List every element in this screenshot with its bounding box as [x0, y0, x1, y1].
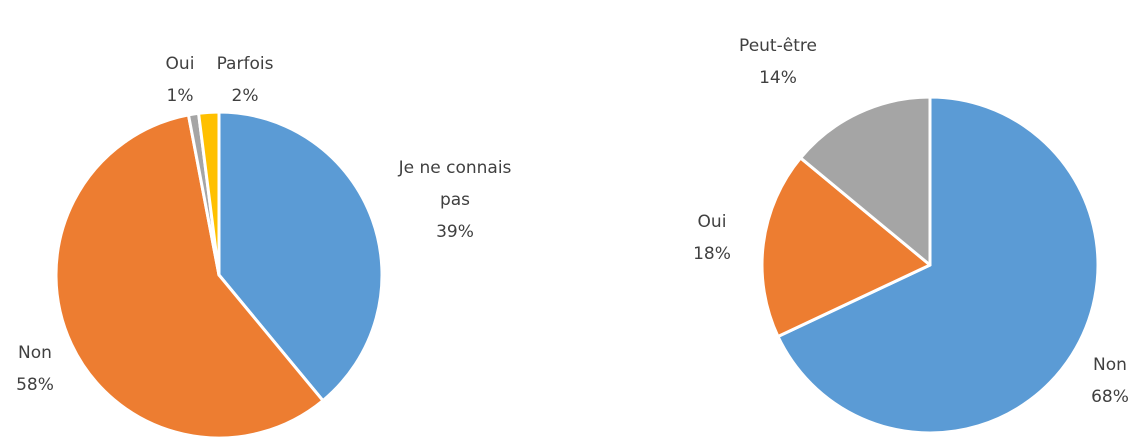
data-label: Non 58% — [16, 337, 54, 401]
pie-slice — [799, 95, 932, 267]
data-label: Oui 1% — [166, 48, 195, 112]
data-label: Peut-être 14% — [739, 30, 817, 94]
value-label: 14% — [759, 68, 797, 88]
data-label: Je ne connais pas 39% — [385, 152, 525, 248]
category-label: Peut-être — [739, 36, 817, 56]
category-label: Non — [18, 343, 52, 363]
category-label: Je ne connais pas — [398, 158, 512, 210]
data-label: Non 68% — [1091, 349, 1129, 413]
value-label: 39% — [436, 222, 474, 242]
pie-slice — [776, 95, 1100, 435]
pie-slice — [54, 113, 325, 439]
value-label: 2% — [231, 86, 259, 106]
value-label: 58% — [16, 375, 54, 395]
value-label: 1% — [166, 86, 194, 106]
pie-slice — [197, 110, 221, 277]
pie-slice — [217, 110, 384, 403]
data-label: Parfois 2% — [217, 48, 274, 112]
value-label: 18% — [693, 244, 731, 264]
data-label: Oui 18% — [693, 206, 731, 270]
category-label: Oui — [165, 54, 195, 74]
category-label: Parfois — [216, 54, 274, 74]
category-label: Non — [1093, 355, 1127, 375]
category-label: Oui — [697, 212, 727, 232]
value-label: 68% — [1091, 387, 1129, 407]
pie-slice — [760, 156, 932, 339]
